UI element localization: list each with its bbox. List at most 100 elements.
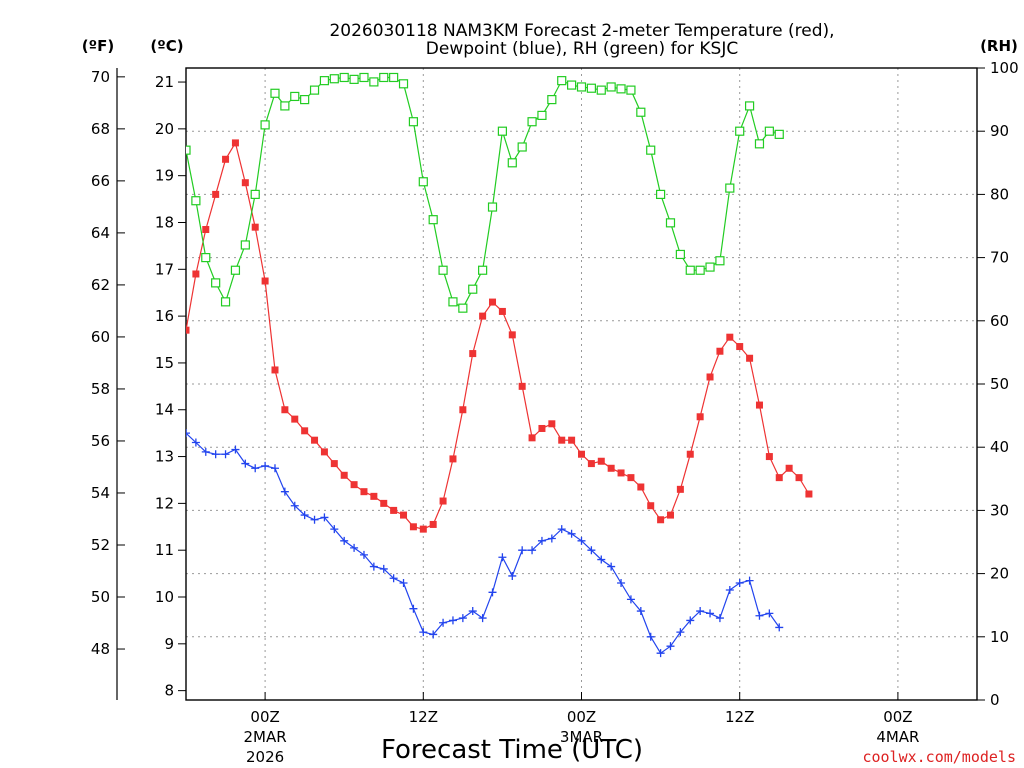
rh-tick-label: 30 xyxy=(990,501,1009,519)
temperature-point xyxy=(696,413,704,421)
temperature-point xyxy=(637,483,645,491)
rh-point xyxy=(675,249,685,260)
temperature-point xyxy=(192,270,200,278)
rh-point xyxy=(468,284,478,294)
temperature-point xyxy=(587,460,595,468)
temperature-point xyxy=(479,312,487,320)
dewpoint-point xyxy=(458,614,467,623)
dewpoint-point xyxy=(330,525,339,534)
temperature-point xyxy=(459,406,467,414)
temperature-point xyxy=(538,424,546,432)
rh-point xyxy=(507,158,517,168)
dewpoint-point xyxy=(310,515,319,524)
dewpoint-point xyxy=(617,578,626,587)
rh-point xyxy=(220,297,231,307)
dewpoint-point xyxy=(636,607,645,616)
rh-point xyxy=(517,142,527,152)
fahrenheit-tick-label: 64 xyxy=(91,224,110,242)
fahrenheit-tick-label: 70 xyxy=(91,68,110,86)
dewpoint-point xyxy=(409,604,418,613)
temperature-point xyxy=(666,511,674,519)
dewpoint-point xyxy=(241,459,250,468)
temperature-point xyxy=(419,525,427,533)
temperature-point xyxy=(469,350,477,358)
celsius-tick-label: 8 xyxy=(164,682,174,700)
rh-point xyxy=(626,85,636,95)
rh-point xyxy=(725,183,735,193)
dewpoint-point xyxy=(231,445,240,454)
rh-point xyxy=(774,129,784,139)
rh-point xyxy=(230,265,241,275)
dewpoint-point xyxy=(488,588,497,597)
temperature-point xyxy=(518,382,526,390)
dewpoint-point xyxy=(211,450,220,459)
dewpoint-point xyxy=(498,553,507,562)
rh-point xyxy=(309,85,320,95)
dewpoint-point xyxy=(725,585,734,594)
temperature-point xyxy=(212,190,220,198)
celsius-tick-label: 10 xyxy=(155,588,174,606)
rh-point xyxy=(586,83,596,93)
dewpoint-point xyxy=(270,464,279,473)
dewpoint-point xyxy=(448,616,457,625)
temperature-point xyxy=(400,511,408,519)
temperature-point xyxy=(271,366,279,374)
temperature-point xyxy=(795,474,803,482)
temperature-point xyxy=(775,474,783,482)
rh-point xyxy=(478,265,488,275)
celsius-unit-label: (ºC) xyxy=(150,37,183,55)
rh-point xyxy=(250,189,260,199)
temperature-point xyxy=(222,155,230,163)
rh-point xyxy=(290,91,300,102)
temperature-point xyxy=(261,277,269,285)
dewpoint-point xyxy=(587,546,596,555)
dewpoint-point xyxy=(439,618,448,627)
temperature-point xyxy=(578,450,585,458)
celsius-tick-label: 9 xyxy=(164,635,174,653)
credit-label: coolwx.com/models xyxy=(862,748,1016,766)
temperature-point xyxy=(716,347,724,355)
x-tick-label: 12Z xyxy=(409,708,438,726)
celsius-tick-label: 14 xyxy=(155,401,174,419)
rh-tick-label: 80 xyxy=(990,185,1009,203)
x-tick-label: 00Z xyxy=(567,708,596,726)
rh-point xyxy=(646,145,656,155)
rh-point xyxy=(557,76,567,86)
dewpoint-point xyxy=(350,543,359,552)
rh-point xyxy=(744,101,755,111)
celsius-tick-label: 12 xyxy=(155,494,174,512)
temperature-point xyxy=(231,139,239,147)
temperature-point xyxy=(429,520,437,528)
x-tick-date: 2MAR xyxy=(244,728,287,746)
temperature-point xyxy=(558,436,566,444)
chart-title-line1: 2026030118 NAM3KM Forecast 2-meter Tempe… xyxy=(329,21,834,41)
rh-point xyxy=(754,139,765,149)
rh-point xyxy=(389,72,399,83)
dewpoint-point xyxy=(518,546,527,555)
x-tick-year: 2026 xyxy=(246,748,284,766)
temperature-point xyxy=(340,471,348,479)
temperature-point xyxy=(746,354,754,362)
rh-point xyxy=(191,196,201,206)
rh-point xyxy=(319,76,330,86)
rh-point xyxy=(685,265,695,275)
dewpoint-point xyxy=(379,564,388,573)
rh-tick-label: 50 xyxy=(990,375,1009,393)
temperature-point xyxy=(251,223,259,231)
temperature-point xyxy=(489,298,497,306)
rh-point xyxy=(270,88,280,98)
temperature-point xyxy=(301,427,309,435)
dewpoint-point xyxy=(646,632,655,641)
dewpoint-point xyxy=(626,595,635,604)
dewpoint-point xyxy=(528,546,537,555)
dewpoint-point xyxy=(399,578,408,587)
temperature-point xyxy=(706,373,714,381)
temperature-point xyxy=(528,434,536,442)
fahrenheit-tick-label: 62 xyxy=(91,276,110,294)
dewpoint-point xyxy=(468,607,477,616)
temperature-point xyxy=(241,179,249,187)
rh-point xyxy=(655,189,666,199)
temperature-point xyxy=(755,401,763,409)
temperature-point xyxy=(736,343,744,351)
rh-point xyxy=(369,77,379,87)
